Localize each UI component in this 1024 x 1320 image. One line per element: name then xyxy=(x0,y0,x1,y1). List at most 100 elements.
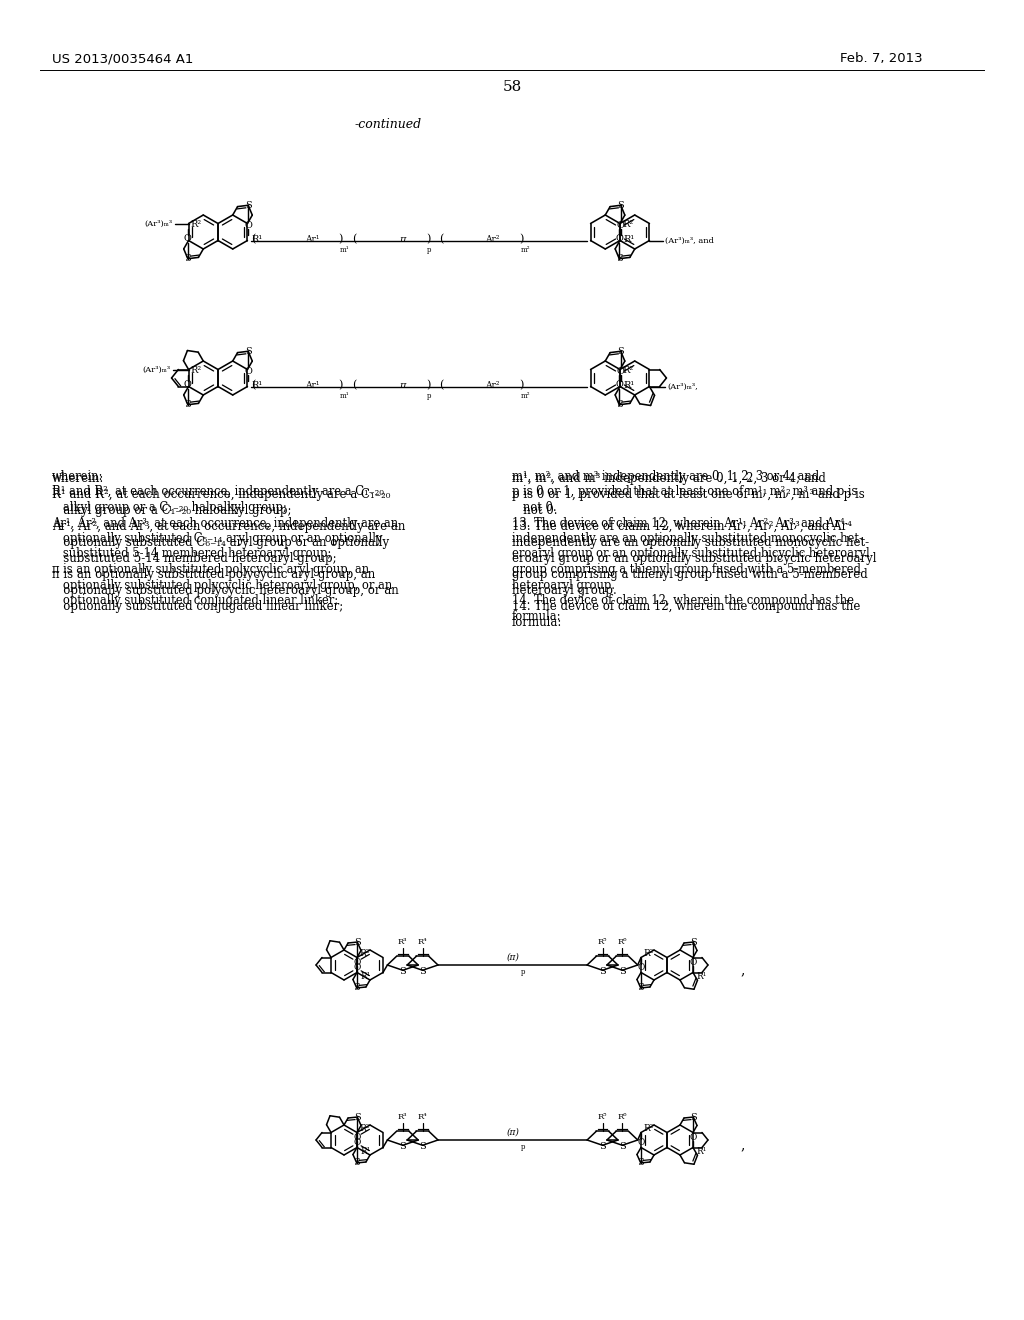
Text: m¹, m², and m³ independently are 0, 1, 2, 3 or 4; and: m¹, m², and m³ independently are 0, 1, 2… xyxy=(512,470,819,483)
Text: O: O xyxy=(615,234,624,243)
Text: p is 0 or 1, provided that at least one of m¹, m², m³ and p is: p is 0 or 1, provided that at least one … xyxy=(512,488,864,502)
Text: (Ar³)ₘ³: (Ar³)ₘ³ xyxy=(142,366,171,374)
Text: m¹, m², and m³ independently are 0, 1, 2, 3 or 4; and: m¹, m², and m³ independently are 0, 1, 2… xyxy=(512,473,826,484)
Text: R⁶: R⁶ xyxy=(617,1113,627,1121)
Text: R¹: R¹ xyxy=(696,972,707,981)
Text: ): ) xyxy=(426,380,430,391)
Text: R¹: R¹ xyxy=(624,235,635,244)
Text: independently are an optionally substituted monocyclic het-: independently are an optionally substitu… xyxy=(512,536,869,549)
Text: alkyl group or a C₁₋₂₀ haloalkyl group;: alkyl group or a C₁₋₂₀ haloalkyl group; xyxy=(52,502,287,513)
Text: m¹: m¹ xyxy=(340,392,349,400)
Text: π is an optionally substituted polycyclic aryl group, an: π is an optionally substituted polycycli… xyxy=(52,568,375,581)
Text: S: S xyxy=(690,937,696,946)
Text: O: O xyxy=(689,1133,697,1142)
Text: (: ( xyxy=(352,380,356,391)
Text: S: S xyxy=(353,983,360,993)
Text: R²: R² xyxy=(190,366,202,375)
Text: R²: R² xyxy=(644,1125,654,1134)
Text: Ar¹: Ar¹ xyxy=(304,235,318,244)
Text: ): ) xyxy=(339,235,343,244)
Text: O: O xyxy=(184,380,191,389)
Text: R¹: R¹ xyxy=(360,1147,371,1155)
Text: R¹: R¹ xyxy=(360,972,371,981)
Text: S: S xyxy=(419,1142,426,1151)
Text: (: ( xyxy=(352,235,356,244)
Text: ): ) xyxy=(519,380,524,391)
Text: O: O xyxy=(616,367,625,376)
Text: ,: , xyxy=(740,964,744,977)
Text: substituted 5-14 membered heteroaryl group;: substituted 5-14 membered heteroaryl gro… xyxy=(52,548,331,561)
Text: ): ) xyxy=(339,380,343,391)
Text: S: S xyxy=(399,966,407,975)
Text: (: ( xyxy=(252,235,256,244)
Text: R⁴: R⁴ xyxy=(418,939,427,946)
Text: group comprising a thienyl group fused with a 5-membered: group comprising a thienyl group fused w… xyxy=(512,568,867,581)
Text: S: S xyxy=(399,1142,407,1151)
Text: Ar¹: Ar¹ xyxy=(304,381,318,389)
Text: (π): (π) xyxy=(506,1129,519,1137)
Text: S: S xyxy=(245,201,252,210)
Text: S: S xyxy=(637,983,644,993)
Text: m²: m² xyxy=(520,392,530,400)
Text: alkyl group or a C₁₋₂₀ haloalkyl group;: alkyl group or a C₁₋₂₀ haloalkyl group; xyxy=(52,504,292,517)
Text: p is 0 or 1, provided that at least one of m¹, m², m³ and p is: p is 0 or 1, provided that at least one … xyxy=(512,486,857,499)
Text: R¹ and R², at each occurrence, independently are a C₁₋₂₀: R¹ and R², at each occurrence, independe… xyxy=(52,486,384,499)
Text: R²: R² xyxy=(190,220,202,230)
Text: optionally substituted conjugated linear linker;: optionally substituted conjugated linear… xyxy=(52,601,343,612)
Text: S: S xyxy=(615,400,623,409)
Text: (Ar³)ₘ³, and: (Ar³)ₘ³, and xyxy=(666,236,715,244)
Text: (Ar³)ₘ³,: (Ar³)ₘ³, xyxy=(668,383,698,391)
Text: R⁴: R⁴ xyxy=(418,1113,427,1121)
Text: ): ) xyxy=(519,235,524,244)
Text: m²: m² xyxy=(520,246,530,253)
Text: p: p xyxy=(520,968,525,975)
Text: S: S xyxy=(245,347,252,356)
Text: O: O xyxy=(353,964,360,973)
Text: not 0.: not 0. xyxy=(512,504,557,517)
Text: R²: R² xyxy=(623,366,634,375)
Text: ): ) xyxy=(426,235,430,244)
Text: Ar²: Ar² xyxy=(485,381,500,389)
Text: O: O xyxy=(637,1138,644,1147)
Text: 13. The device of claim 12, wherein Ar¹, Ar², Ar³, and Ar⁴: 13. The device of claim 12, wherein Ar¹,… xyxy=(512,516,845,529)
Text: (π): (π) xyxy=(506,953,519,962)
Text: not 0.: not 0. xyxy=(512,502,557,513)
Text: S: S xyxy=(615,255,623,263)
Text: 13. The device of claim 12, wherein Ar¹, Ar², Ar³, and Ar⁴: 13. The device of claim 12, wherein Ar¹,… xyxy=(512,520,852,533)
Text: R³: R³ xyxy=(398,939,408,946)
Text: O: O xyxy=(184,234,191,243)
Text: Ar²: Ar² xyxy=(485,235,500,244)
Text: substituted 5-14 membered heteroaryl group;: substituted 5-14 membered heteroaryl gro… xyxy=(52,552,337,565)
Text: π: π xyxy=(399,235,406,244)
Text: O: O xyxy=(615,380,624,389)
Text: R²: R² xyxy=(359,949,370,958)
Text: (: ( xyxy=(439,235,443,244)
Text: S: S xyxy=(419,966,426,975)
Text: p: p xyxy=(520,1143,525,1151)
Text: R¹: R¹ xyxy=(251,235,262,244)
Text: heteroaryl group.: heteroaryl group. xyxy=(512,583,616,597)
Text: O: O xyxy=(689,957,697,966)
Text: R³: R³ xyxy=(398,1113,408,1121)
Text: O: O xyxy=(244,220,252,230)
Text: m¹: m¹ xyxy=(340,246,349,253)
Text: R⁶: R⁶ xyxy=(617,939,627,946)
Text: O: O xyxy=(353,1133,360,1142)
Text: wherein:: wherein: xyxy=(52,473,104,484)
Text: O: O xyxy=(353,1138,360,1147)
Text: group comprising a thienyl group fused with a 5-membered: group comprising a thienyl group fused w… xyxy=(512,564,861,576)
Text: R¹: R¹ xyxy=(624,380,635,389)
Text: S: S xyxy=(617,201,624,210)
Text: wherein:: wherein: xyxy=(52,470,103,483)
Text: ,: , xyxy=(740,1138,744,1152)
Text: heteroaryl group.: heteroaryl group. xyxy=(512,578,615,591)
Text: eroaryl group or an optionally substituted bicyclic heteroaryl: eroaryl group or an optionally substitut… xyxy=(512,552,877,565)
Text: US 2013/0035464 A1: US 2013/0035464 A1 xyxy=(52,51,194,65)
Text: S: S xyxy=(353,1159,360,1167)
Text: independently are an optionally substituted monocyclic het-: independently are an optionally substitu… xyxy=(512,532,863,545)
Text: O: O xyxy=(637,964,644,973)
Text: formula:: formula: xyxy=(512,616,562,630)
Text: R¹: R¹ xyxy=(696,1147,707,1155)
Text: O: O xyxy=(616,220,625,230)
Text: S: S xyxy=(354,1113,360,1122)
